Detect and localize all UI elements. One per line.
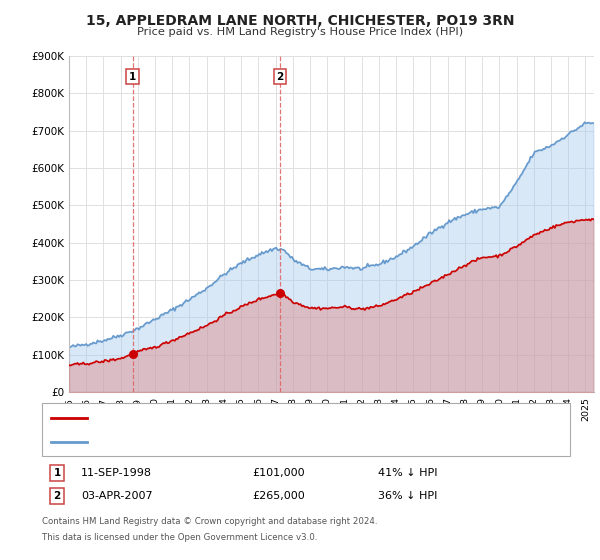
Text: Contains HM Land Registry data © Crown copyright and database right 2024.: Contains HM Land Registry data © Crown c… — [42, 517, 377, 526]
Text: 1: 1 — [53, 468, 61, 478]
Text: 2: 2 — [53, 491, 61, 501]
Text: 15, APPLEDRAM LANE NORTH, CHICHESTER, PO19 3RN (detached house): 15, APPLEDRAM LANE NORTH, CHICHESTER, PO… — [94, 413, 452, 423]
Text: Price paid vs. HM Land Registry's House Price Index (HPI): Price paid vs. HM Land Registry's House … — [137, 27, 463, 37]
Text: This data is licensed under the Open Government Licence v3.0.: This data is licensed under the Open Gov… — [42, 533, 317, 542]
Text: £265,000: £265,000 — [252, 491, 305, 501]
Text: 11-SEP-1998: 11-SEP-1998 — [81, 468, 152, 478]
Text: 2: 2 — [276, 72, 283, 82]
Text: £101,000: £101,000 — [252, 468, 305, 478]
Text: 03-APR-2007: 03-APR-2007 — [81, 491, 152, 501]
Text: HPI: Average price, detached house, Chichester: HPI: Average price, detached house, Chic… — [94, 436, 328, 446]
Text: 36% ↓ HPI: 36% ↓ HPI — [378, 491, 437, 501]
Text: 15, APPLEDRAM LANE NORTH, CHICHESTER, PO19 3RN: 15, APPLEDRAM LANE NORTH, CHICHESTER, PO… — [86, 14, 514, 28]
Text: 41% ↓ HPI: 41% ↓ HPI — [378, 468, 437, 478]
Text: 1: 1 — [129, 72, 136, 82]
